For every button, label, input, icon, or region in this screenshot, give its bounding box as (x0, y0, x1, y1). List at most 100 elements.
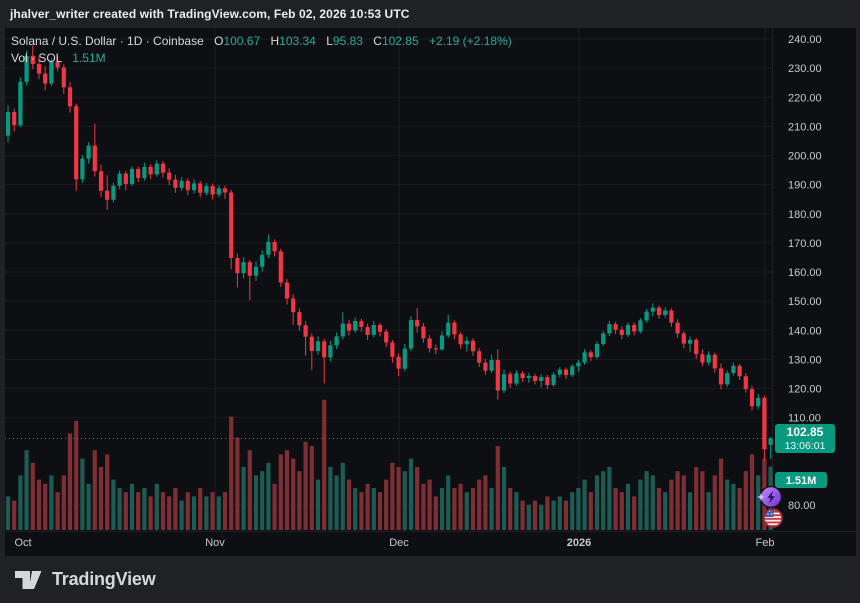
candle-body[interactable] (384, 331, 389, 343)
candle-body[interactable] (687, 339, 693, 344)
candle-body[interactable] (712, 354, 717, 369)
candle-body[interactable] (706, 354, 711, 363)
candle-body[interactable] (86, 145, 91, 159)
time-axis[interactable]: Oct Nov Dec 2026 Feb (14, 537, 774, 549)
candle-body[interactable] (638, 320, 643, 332)
candle-body[interactable] (136, 168, 141, 178)
candle-body[interactable] (749, 389, 755, 407)
chart-panel[interactable]: 240.00 230.00 220.00 210.00 200.00 190.00 180.… (5, 28, 856, 556)
candle-body[interactable] (582, 352, 587, 363)
candle-body[interactable] (179, 180, 184, 188)
candle-body[interactable] (477, 351, 482, 363)
candle-body[interactable] (551, 374, 556, 386)
candle-body[interactable] (675, 322, 680, 334)
candle-body[interactable] (272, 242, 277, 252)
candle-body[interactable] (123, 173, 128, 185)
candle-body[interactable] (594, 343, 600, 358)
candle-body[interactable] (198, 183, 203, 193)
candle-body[interactable] (539, 377, 544, 381)
candle-body[interactable] (260, 254, 265, 267)
candle-body[interactable] (439, 335, 445, 350)
candle-body[interactable] (340, 323, 345, 337)
candle-body[interactable] (67, 87, 73, 107)
candle-body[interactable] (427, 338, 432, 349)
candle-body[interactable] (501, 374, 507, 391)
candle-body[interactable] (98, 171, 104, 191)
candle-body[interactable] (557, 369, 562, 375)
candle-body[interactable] (191, 183, 197, 191)
candle-body[interactable] (284, 282, 290, 299)
candle-body[interactable] (160, 163, 166, 173)
candle-body[interactable] (489, 359, 494, 371)
candle-body[interactable] (421, 326, 426, 339)
candle-body[interactable] (619, 329, 624, 335)
candle-body[interactable] (49, 62, 54, 84)
candle-body[interactable] (18, 81, 23, 126)
candle-body[interactable] (297, 312, 302, 326)
candle-body[interactable] (278, 251, 283, 283)
candles[interactable] (5, 45, 773, 461)
candle-body[interactable] (483, 362, 488, 371)
candle-body[interactable] (210, 186, 215, 195)
candle-body[interactable] (743, 376, 748, 390)
price-axis[interactable]: 240.00 230.00 220.00 210.00 200.00 190.00 180.… (788, 34, 822, 512)
candle-body[interactable] (520, 373, 525, 379)
candle-body[interactable] (24, 55, 29, 82)
candle-body[interactable] (204, 186, 209, 193)
candle-body[interactable] (669, 310, 674, 323)
candle-body[interactable] (377, 325, 383, 332)
candle-body[interactable] (303, 325, 308, 337)
tradingview-logo-icon[interactable] (14, 568, 44, 592)
candle-body[interactable] (241, 262, 246, 274)
candle-body[interactable] (291, 298, 296, 313)
candle-body[interactable] (514, 373, 519, 384)
candle-body[interactable] (43, 73, 48, 84)
candle-body[interactable] (725, 373, 730, 385)
candle-body[interactable] (588, 352, 593, 358)
tradingview-logo-text[interactable]: TradingView (52, 569, 156, 589)
candle-body[interactable] (309, 336, 314, 351)
candle-body[interactable] (5, 112, 11, 136)
candle-body[interactable] (30, 55, 35, 65)
candle-body[interactable] (92, 145, 97, 172)
candle-body[interactable] (222, 188, 228, 193)
candle-body[interactable] (353, 320, 358, 331)
candle-body[interactable] (656, 307, 662, 316)
candle-body[interactable] (731, 365, 736, 374)
candle-body[interactable] (12, 112, 17, 126)
candle-body[interactable] (613, 324, 618, 330)
candle-body[interactable] (526, 375, 531, 379)
candle-body[interactable] (570, 366, 575, 376)
candle-body[interactable] (315, 341, 321, 351)
candle-body[interactable] (185, 180, 190, 191)
candle-body[interactable] (762, 397, 767, 450)
candle-body[interactable] (545, 377, 550, 386)
candle-body[interactable] (625, 325, 631, 335)
candle-body[interactable] (756, 397, 761, 407)
candle-body[interactable] (371, 325, 376, 335)
candle-body[interactable] (607, 324, 612, 334)
candle-body[interactable] (458, 334, 463, 345)
candle-body[interactable] (737, 365, 742, 377)
candle-body[interactable] (148, 166, 153, 175)
candle-body[interactable] (142, 166, 147, 178)
candle-body[interactable] (768, 438, 773, 445)
candle-body[interactable] (365, 327, 370, 335)
candle-body[interactable] (650, 307, 655, 312)
candle-body[interactable] (601, 333, 606, 344)
candle-body[interactable] (322, 341, 327, 358)
candle-body[interactable] (80, 158, 85, 180)
candle-body[interactable] (167, 172, 172, 180)
candle-body[interactable] (532, 375, 538, 381)
candle-body[interactable] (328, 345, 333, 358)
price-chart[interactable]: 240.00 230.00 220.00 210.00 200.00 190.00 180.… (5, 28, 856, 556)
candle-body[interactable] (700, 354, 705, 363)
candle-body[interactable] (253, 266, 259, 276)
candle-body[interactable] (681, 333, 686, 344)
candle-body[interactable] (408, 320, 414, 349)
candle-body[interactable] (359, 320, 364, 328)
candle-body[interactable] (154, 163, 159, 175)
candle-body[interactable] (117, 173, 122, 186)
candle-body[interactable] (446, 322, 451, 336)
candle-body[interactable] (229, 192, 234, 259)
